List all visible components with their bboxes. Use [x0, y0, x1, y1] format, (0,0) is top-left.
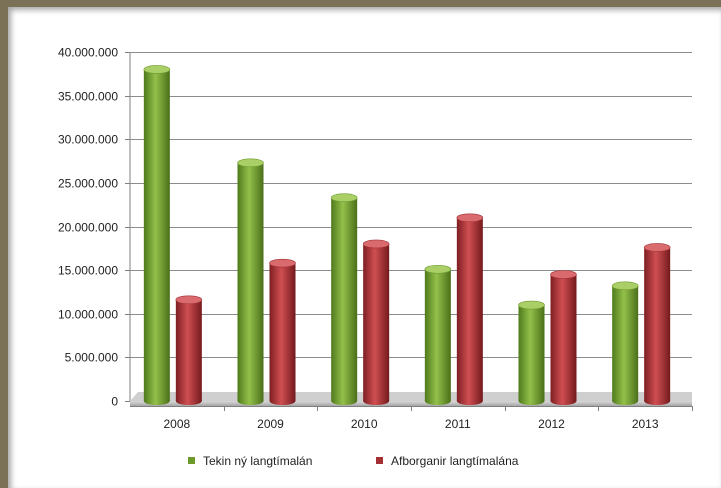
bar-2013-series-2 [643, 243, 671, 405]
bar-2011-series-2 [456, 213, 484, 405]
y-axis-ticks: 0 5.000.000 10.000.000 15.000.000 20.000.000… [58, 46, 118, 409]
gridlines [125, 52, 692, 402]
y-tick-label: 5.000.000 [65, 351, 119, 365]
y-tick-label: 20.000.000 [58, 221, 118, 235]
legend: Tekin ný langtímalán Afborganir langtíma… [188, 454, 519, 468]
bar-2012-series-1 [518, 300, 545, 405]
bar-2013-series-1 [611, 281, 639, 405]
x-tick-label: 2008 [163, 417, 190, 431]
y-tick-label: 30.000.000 [58, 133, 118, 147]
x-tick-label: 2011 [445, 417, 471, 431]
bar-2009-series-2 [269, 258, 296, 405]
legend-swatch-series-1 [188, 457, 195, 464]
floor-front [130, 401, 692, 406]
x-tick-label: 2012 [538, 417, 565, 431]
x-axis-ticks: 2008 2009 2010 2011 2012 2013 [163, 406, 693, 431]
bar-2008-series-1 [143, 65, 171, 405]
bar-2010-series-2 [362, 239, 390, 405]
bar-2009-series-1 [237, 158, 264, 405]
y-tick-label: 35.000.000 [58, 90, 118, 104]
legend-label-series-1: Tekin ný langtímalán [203, 454, 312, 468]
legend-label-series-2: Afborganir langtímalána [391, 454, 519, 468]
y-tick-label: 0 [111, 395, 118, 409]
bar-2012-series-2 [550, 270, 577, 405]
bars [143, 65, 671, 405]
y-tick-label: 10.000.000 [58, 308, 118, 322]
x-tick-label: 2010 [351, 417, 378, 431]
chart-floor [130, 392, 692, 407]
bar-2010-series-1 [330, 193, 358, 405]
y-tick-label: 25.000.000 [58, 177, 118, 191]
legend-swatch-series-2 [376, 457, 383, 464]
bar-2011-series-1 [424, 264, 452, 405]
y-tick-label: 15.000.000 [58, 264, 118, 278]
y-tick-label: 40.000.000 [58, 46, 118, 60]
bar-2008-series-2 [175, 295, 203, 405]
floor-top [130, 392, 692, 401]
x-tick-label: 2013 [632, 417, 659, 431]
x-tick-label: 2009 [257, 417, 284, 431]
